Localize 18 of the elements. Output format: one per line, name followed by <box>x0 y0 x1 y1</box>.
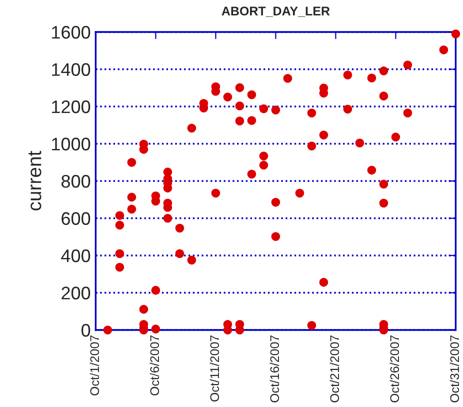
y-axis-title: current <box>28 150 42 210</box>
y-tick-label: 1400 <box>52 63 90 76</box>
x-tick-label: Oct/26/2007 <box>390 335 400 402</box>
x-tick-label: Oct/21/2007 <box>330 335 340 402</box>
y-tick-label: 1000 <box>52 138 90 150</box>
x-tick-label: Oct/1/2007 <box>90 335 100 396</box>
y-tick-label: 600 <box>62 212 90 225</box>
chart-title: ABORT_DAY_LER <box>222 6 330 17</box>
x-tick-label: Oct/31/2007 <box>450 335 460 402</box>
y-tick-label: 800 <box>62 174 90 188</box>
x-tick-label: Oct/16/2007 <box>270 335 280 402</box>
x-tick-label: Oct/11/2007 <box>210 335 220 402</box>
y-tick-label: 400 <box>61 249 90 262</box>
y-tick-label: 1600 <box>52 26 90 39</box>
x-tick-label: Oct/6/2007 <box>150 335 160 396</box>
y-tick-label: 0 <box>82 324 90 337</box>
y-tick-label: 1200 <box>52 100 90 114</box>
y-tick-label: 200 <box>62 286 90 300</box>
